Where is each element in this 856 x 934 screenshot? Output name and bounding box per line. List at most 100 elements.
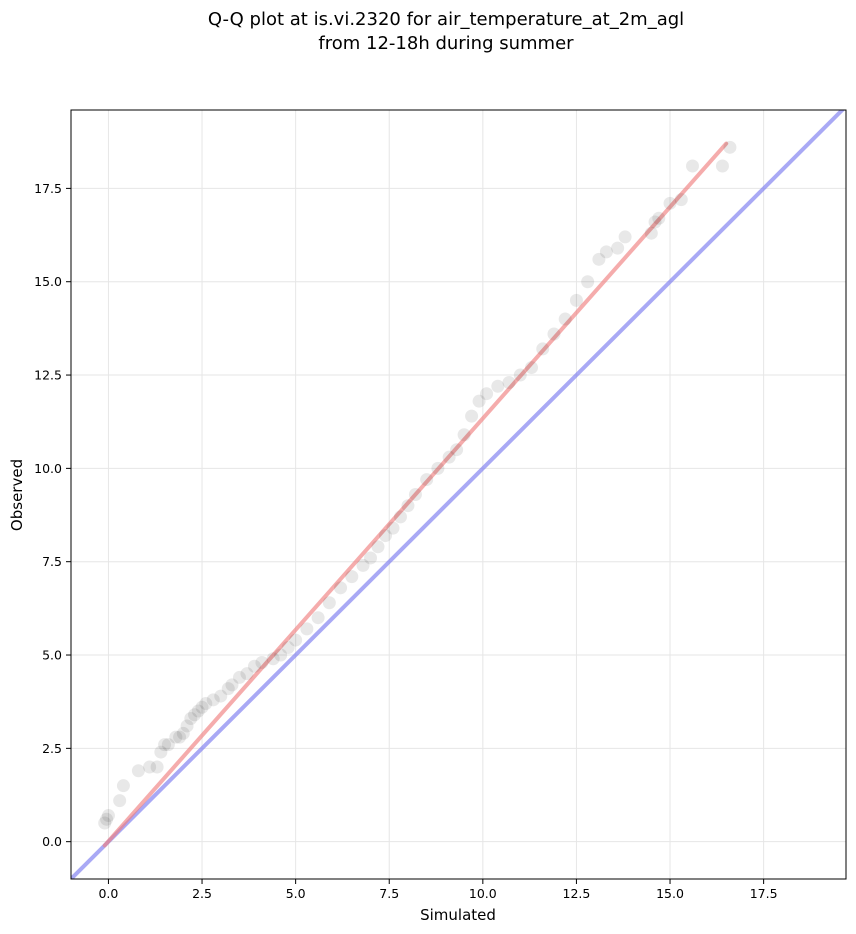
data-point-40 <box>378 529 392 543</box>
data-points <box>98 140 737 830</box>
data-point-64 <box>611 241 625 255</box>
data-point-22 <box>221 682 235 696</box>
y-tick-label-5: 12.5 <box>34 368 62 383</box>
data-point-0 <box>98 816 112 830</box>
y-tick-label-4: 10.0 <box>34 461 62 476</box>
data-point-4 <box>116 779 130 793</box>
data-point-26 <box>247 659 261 673</box>
data-point-44 <box>408 488 422 501</box>
data-point-73 <box>723 140 737 154</box>
data-point-31 <box>289 633 303 647</box>
data-point-45 <box>420 473 434 487</box>
data-point-7 <box>150 760 164 774</box>
data-point-12 <box>173 730 187 744</box>
x-tick-label-0: 0.0 <box>98 886 118 901</box>
y-tick-label-6: 15.0 <box>34 274 62 289</box>
data-point-5 <box>131 764 145 778</box>
data-point-58 <box>547 327 561 341</box>
data-point-24 <box>232 670 246 684</box>
data-point-43 <box>401 499 415 513</box>
data-point-37 <box>356 558 370 572</box>
x-tick-label-2: 5.0 <box>286 886 306 901</box>
data-point-63 <box>599 245 613 259</box>
data-point-48 <box>450 443 464 457</box>
y-tick-label-7: 17.5 <box>34 181 62 196</box>
data-point-72 <box>715 159 729 173</box>
y-tick-label-0: 0.0 <box>42 834 62 849</box>
data-point-53 <box>491 379 505 393</box>
data-point-14 <box>180 719 194 733</box>
data-point-1 <box>100 812 114 826</box>
axis-ticks: 0.0 2.5 5.0 7.5 10.0 12.5 15.0 17.5 0.0 2.5 5.0 7.5… <box>34 181 777 901</box>
x-tick-label-6: 15.0 <box>656 886 684 901</box>
data-point-41 <box>386 521 400 535</box>
data-point-70 <box>674 193 688 207</box>
data-point-15 <box>184 711 198 725</box>
x-axis-label: Simulated <box>420 906 496 924</box>
data-point-19 <box>199 697 213 711</box>
data-point-35 <box>334 581 348 595</box>
data-point-3 <box>113 794 127 808</box>
lines <box>71 110 846 879</box>
data-point-17 <box>191 704 205 718</box>
data-point-33 <box>311 611 325 625</box>
data-point-6 <box>143 760 157 774</box>
chart-title-line-2: from 12-18h during summer <box>318 33 574 54</box>
data-point-52 <box>480 387 494 401</box>
data-point-34 <box>322 596 336 610</box>
x-tick-label-7: 17.5 <box>750 886 778 901</box>
data-point-20 <box>206 693 220 707</box>
fit-line <box>102 141 729 848</box>
grid <box>71 110 846 879</box>
data-point-50 <box>465 409 479 423</box>
data-point-36 <box>345 570 359 584</box>
data-point-18 <box>195 700 209 714</box>
data-point-65 <box>618 230 632 244</box>
data-point-55 <box>513 368 527 382</box>
x-tick-label-4: 10.0 <box>469 886 497 901</box>
y-tick-label-1: 2.5 <box>42 741 62 756</box>
data-point-13 <box>176 726 190 740</box>
data-point-16 <box>188 708 202 722</box>
x-tick-label-5: 12.5 <box>563 886 591 901</box>
y-tick-label-2: 5.0 <box>42 648 62 663</box>
data-point-57 <box>536 342 550 356</box>
data-point-60 <box>569 293 583 307</box>
data-point-38 <box>364 551 378 565</box>
x-tick-label-1: 2.5 <box>192 886 212 901</box>
data-point-49 <box>457 428 471 442</box>
data-point-21 <box>214 689 228 703</box>
chart-title-line-1: Q-Q plot at is.vi.2320 for air_temperatu… <box>208 9 684 30</box>
data-point-9 <box>158 738 172 752</box>
data-point-47 <box>442 450 456 464</box>
x-tick-label-3: 7.5 <box>379 886 399 901</box>
data-point-30 <box>281 641 295 655</box>
data-point-46 <box>431 461 445 475</box>
y-tick-label-3: 7.5 <box>42 554 62 569</box>
data-point-27 <box>255 655 269 669</box>
data-point-61 <box>581 275 595 289</box>
data-point-59 <box>558 312 572 326</box>
data-point-11 <box>169 730 183 744</box>
data-point-29 <box>274 648 288 662</box>
data-point-69 <box>663 196 677 210</box>
data-point-2 <box>101 809 115 823</box>
data-point-23 <box>225 678 239 692</box>
data-point-32 <box>300 622 314 636</box>
data-point-28 <box>266 652 280 666</box>
data-point-8 <box>154 745 168 759</box>
data-point-10 <box>161 738 175 752</box>
data-point-67 <box>648 215 662 229</box>
data-point-62 <box>592 252 606 266</box>
data-point-66 <box>644 226 658 240</box>
data-point-42 <box>393 510 407 524</box>
data-point-51 <box>472 394 486 408</box>
plot-area-frame <box>70 109 847 880</box>
identity-line <box>71 110 846 879</box>
data-point-54 <box>502 376 516 390</box>
data-point-71 <box>685 159 699 173</box>
data-point-56 <box>525 361 539 375</box>
data-point-68 <box>652 211 666 225</box>
data-point-39 <box>371 540 385 554</box>
